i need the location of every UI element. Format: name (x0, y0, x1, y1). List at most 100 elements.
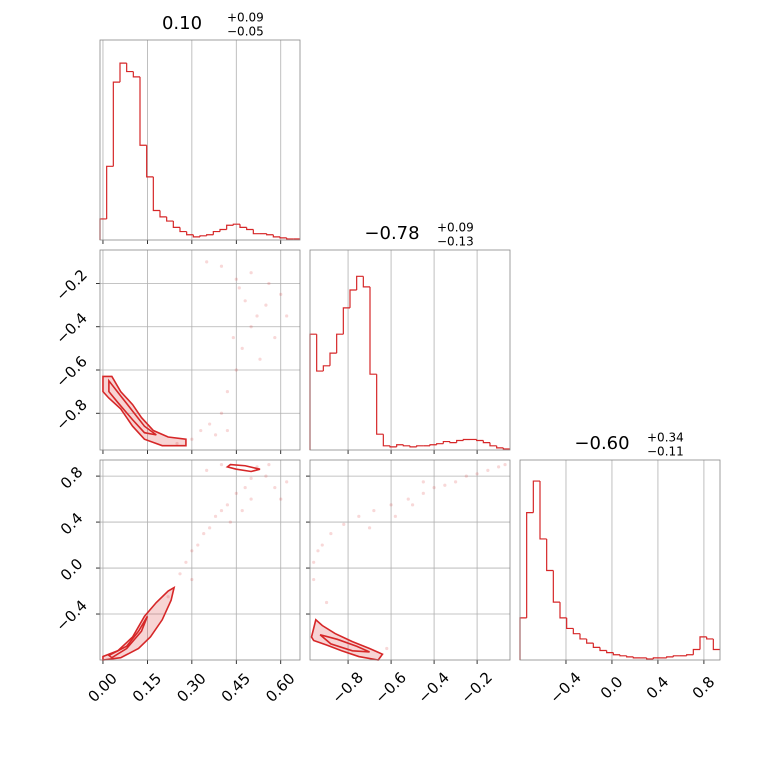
histogram-step (686, 654, 694, 656)
histogram-step (342, 307, 350, 335)
histogram-step (396, 444, 404, 447)
histogram-step (699, 636, 707, 650)
histogram-step (279, 236, 287, 239)
x-tick-label: −0.6 (371, 668, 409, 706)
histogram-step (566, 617, 574, 630)
histogram-step (496, 445, 504, 449)
sample-point (243, 299, 247, 303)
histogram-step (599, 647, 607, 652)
sample-point (357, 514, 361, 518)
histogram-step (349, 289, 357, 308)
x-tick-label: −0.2 (457, 668, 495, 706)
histogram-step (546, 538, 554, 572)
sample-point (234, 368, 238, 372)
sample-point (249, 476, 253, 480)
sample-point (342, 522, 346, 526)
sample-point (372, 508, 376, 513)
histogram-step (126, 63, 134, 73)
sample-point (234, 491, 238, 495)
histogram-step (166, 216, 174, 222)
title-upper: +0.09 (227, 11, 264, 25)
title-upper: +0.09 (437, 221, 474, 235)
histogram-step (526, 512, 534, 618)
histogram-step (159, 210, 167, 218)
sample-point (279, 497, 283, 501)
x-tick-label: 0.00 (84, 669, 120, 705)
sample-point (205, 260, 209, 264)
histogram-step (672, 655, 680, 657)
histogram-step (356, 275, 364, 290)
title-lower: −0.11 (647, 445, 684, 459)
sample-point (406, 497, 410, 501)
sample-point (243, 485, 247, 490)
y-tick-label: −0.2 (52, 266, 90, 304)
sample-point (453, 480, 458, 484)
title-lower: −0.05 (227, 25, 264, 39)
x-tick-label: 0.0 (597, 673, 627, 703)
histogram-step (212, 230, 220, 235)
sample-point (285, 314, 289, 318)
sample-point (231, 335, 235, 340)
sample-point (240, 508, 244, 513)
sample-point (190, 437, 194, 441)
sample-point (205, 468, 209, 472)
histogram-step (532, 480, 540, 513)
sample-point (316, 549, 320, 553)
panel-frame (99, 249, 301, 451)
title-lower: −0.13 (437, 235, 474, 249)
histogram-step (362, 276, 370, 288)
histogram-step (336, 333, 344, 354)
y-tick-label: 0.4 (57, 509, 87, 539)
sample-point (464, 474, 468, 478)
title-value: 0.10 (162, 13, 202, 34)
histogram-step (592, 643, 600, 648)
histogram-step (389, 445, 397, 448)
panel-frame (519, 459, 721, 661)
histogram-step (206, 234, 214, 236)
sample-point (432, 485, 436, 490)
histogram-step (152, 176, 160, 212)
histogram-step (476, 439, 484, 442)
sample-point (219, 264, 224, 268)
sample-point (240, 346, 244, 350)
sample-point (258, 357, 262, 361)
histogram-step (329, 352, 337, 366)
sample-point (320, 543, 324, 547)
y-tick-label: −0.6 (52, 352, 90, 390)
histogram-step (146, 145, 154, 178)
y-tick-label: −0.4 (52, 309, 90, 347)
sample-point (312, 560, 316, 564)
sample-point (279, 292, 283, 296)
histogram-step (376, 374, 384, 435)
sample-point (486, 468, 490, 472)
sample-point (443, 483, 447, 487)
histogram-step (119, 62, 127, 83)
histogram-step (322, 365, 330, 372)
histogram-step (449, 441, 457, 444)
histogram-step (409, 445, 417, 448)
sample-point (196, 543, 200, 547)
x-tick-label: 0.8 (689, 673, 719, 703)
histogram-step (559, 602, 567, 619)
contour (108, 378, 157, 436)
histogram-step (539, 481, 547, 540)
sample-point (228, 520, 232, 524)
histogram-step (626, 655, 634, 658)
x-tick-label: 0.15 (129, 669, 165, 705)
sample-point (225, 390, 230, 394)
sample-point (324, 600, 329, 605)
sample-point (208, 526, 212, 530)
histogram-step (712, 638, 720, 651)
histogram-step (586, 638, 594, 644)
sample-point (234, 277, 238, 281)
histogram-step (272, 234, 280, 238)
sample-point (190, 549, 194, 553)
sample-point (225, 503, 230, 507)
histogram-step (112, 81, 120, 167)
x-tick-label: 0.60 (262, 669, 298, 705)
panel-frame (99, 459, 301, 661)
histogram-step (552, 570, 560, 603)
y-tick-label: 0.0 (57, 555, 87, 585)
contour (225, 463, 261, 473)
sample-point (175, 441, 179, 446)
